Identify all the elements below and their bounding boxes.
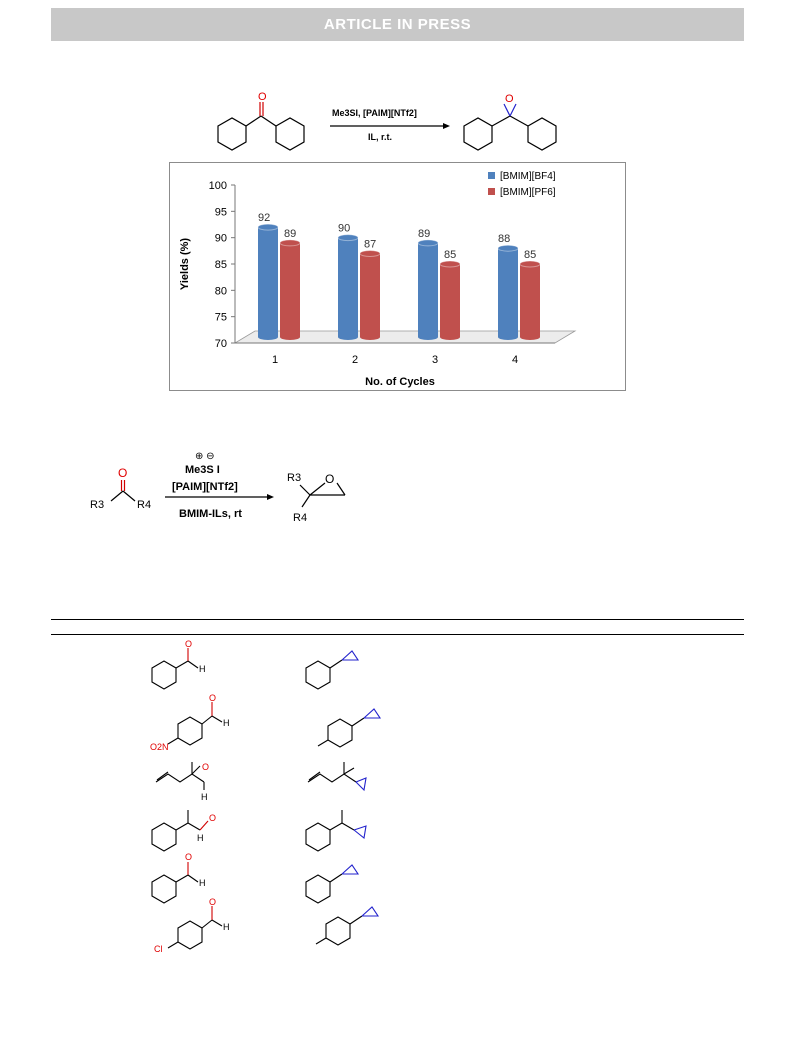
bar-top-cap (279, 239, 301, 247)
bar-top-cap (497, 244, 519, 252)
table-top-rule (51, 619, 744, 620)
scheme2-arrow-head (267, 494, 274, 500)
data-label: 92 (258, 212, 270, 224)
sm-r3-label: R3 (90, 499, 104, 511)
bar-bottom-cap (418, 334, 438, 340)
reaction-scheme-2: O R3 R4 ⊕ ⊖ Me3S I [PAIM][NTf2] BMIM-ILs… (90, 451, 346, 524)
bar-bottom-cap (440, 334, 460, 340)
row1-product-ring (305, 660, 331, 690)
data-label: 87 (364, 238, 376, 250)
bar-top-cap (257, 223, 279, 231)
bar-top-cap (417, 239, 439, 247)
row2-o-label: O (209, 693, 216, 703)
data-label: 88 (498, 233, 510, 245)
row5-o-label: O (185, 852, 192, 862)
row1-o-label: O (185, 639, 192, 649)
bar-bottom-cap (338, 334, 358, 340)
legend-swatch (488, 188, 495, 195)
ylide-charge-symbols: ⊕ ⊖ (195, 451, 215, 462)
reagent-solvent-label: BMIM-ILs, rt (179, 508, 242, 520)
reaction-scheme-1: O Me3SI, [PAIM][NTf2] IL, r.t. O (217, 91, 557, 151)
epoxide-oxygen-label: O (505, 93, 514, 105)
row1-h-label: H (199, 664, 206, 674)
legend-swatch (488, 172, 495, 179)
ketone-oxygen-label: O (258, 91, 267, 103)
bar-[BMIM][BF4] (418, 242, 438, 337)
ketone-general-structure (110, 480, 136, 502)
bar-bottom-cap (280, 334, 300, 340)
bar-[BMIM][PF6] (440, 264, 460, 337)
x-tick-label: 4 (512, 354, 518, 366)
prod-r3-label: R3 (287, 472, 301, 484)
x-axis-title: No. of Cycles (365, 376, 435, 388)
legend-label: [BMIM][BF4] (500, 171, 556, 182)
sm-r4-label: R4 (137, 499, 151, 511)
y-axis-title: Yields (%) (179, 238, 191, 290)
row5-h-label: H (199, 878, 206, 888)
bar-bottom-cap (360, 334, 380, 340)
y-tick-label: 85 (215, 259, 227, 271)
data-label: 85 (444, 249, 456, 261)
bar-[BMIM][BF4] (338, 237, 358, 337)
arrow-head (443, 123, 450, 129)
bar-[BMIM][BF4] (258, 227, 278, 337)
table-header-rule (51, 634, 744, 635)
y-tick-label: 100 (209, 180, 227, 192)
epoxide-general-structure (299, 482, 346, 508)
bar-chart-svg: 70 75 80 85 90 95 100 1 92 89 2 90 87 3 89 85 4 88 85 Yield… (179, 171, 577, 388)
data-label: 89 (418, 228, 430, 240)
x-tick-label: 3 (432, 354, 438, 366)
y-tick-label: 70 (215, 338, 227, 350)
reagent-il-label: [PAIM][NTf2] (172, 481, 238, 493)
recycling-yield-chart: 70 75 80 85 90 95 100 1 92 89 2 90 87 3 89 85 4 88 85 Yield… (169, 162, 626, 391)
data-label: 85 (524, 249, 536, 261)
row2-nitro-label: O2N (150, 742, 169, 752)
row6-o-label: O (209, 897, 216, 907)
row6-h-label: H (223, 922, 230, 932)
row3-o-label: O (202, 762, 209, 772)
y-tick-label: 75 (215, 312, 227, 324)
data-label: 90 (338, 223, 350, 235)
row4-h-label: H (197, 833, 204, 843)
y-tick-label: 90 (215, 233, 227, 245)
prod-r4-label: R4 (293, 512, 307, 524)
bar-[BMIM][PF6] (280, 242, 300, 337)
reagent-top-label: Me3SI, [PAIM][NTf2] (332, 108, 417, 118)
row3-h-label: H (201, 792, 208, 802)
diphenyloxirane-structure (463, 103, 557, 151)
bar-top-cap (337, 234, 359, 242)
y-tick-label: 95 (215, 206, 227, 218)
bar-top-cap (519, 260, 541, 268)
bar-bottom-cap (498, 334, 518, 340)
row6-chloro-label: Cl (154, 944, 163, 954)
bar-bottom-cap (258, 334, 278, 340)
article-in-press-banner: ARTICLE IN PRESS (51, 8, 744, 41)
y-tick-label: 80 (215, 285, 227, 297)
substrate-product-table: O H O H O2N O H O H O H O H Cl (150, 639, 382, 954)
bar-bottom-cap (520, 334, 540, 340)
reagent-bottom-label: IL, r.t. (368, 132, 392, 142)
bar-top-cap (439, 260, 461, 268)
bar-[BMIM][PF6] (520, 264, 540, 337)
row1-benzene-ring (151, 660, 177, 690)
reagent-cation-label: Me3S I (185, 464, 220, 476)
row2-h-label: H (223, 718, 230, 728)
row4-o-label: O (209, 813, 216, 823)
sm-oxygen-label: O (118, 466, 127, 480)
data-label: 89 (284, 228, 296, 240)
x-tick-label: 2 (352, 354, 358, 366)
legend-label: [BMIM][PF6] (500, 187, 556, 198)
banner-text: ARTICLE IN PRESS (323, 16, 472, 33)
benzophenone-structure (217, 102, 305, 151)
bar-[BMIM][PF6] (360, 253, 380, 337)
bar-[BMIM][BF4] (498, 248, 518, 337)
bar-top-cap (359, 249, 381, 257)
x-tick-label: 1 (272, 354, 278, 366)
prod-oxygen-label: O (325, 472, 334, 486)
